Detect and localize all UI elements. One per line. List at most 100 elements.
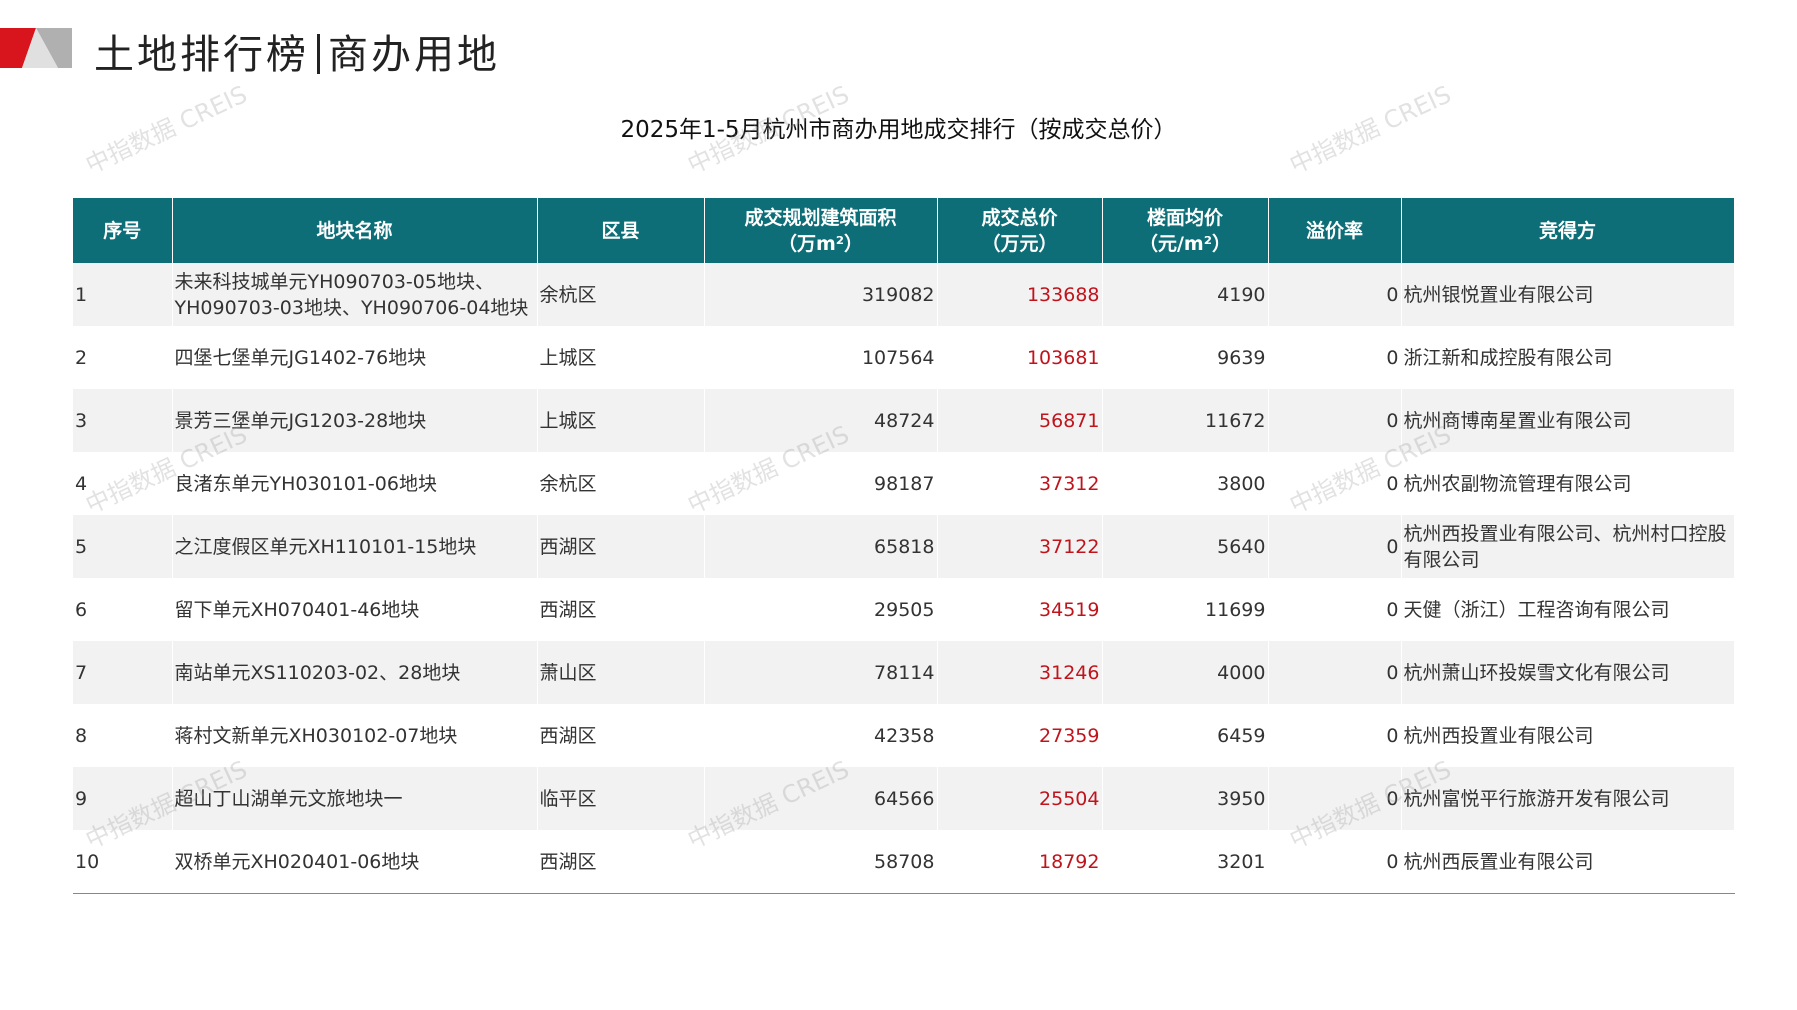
column-header-line: （元/m²） — [1138, 232, 1232, 255]
table-cell: 11699 — [1102, 578, 1269, 641]
table-cell: 31246 — [937, 641, 1103, 704]
table-title: 2025年1-5月杭州市商办用地成交排行（按成交总价） — [620, 117, 1177, 143]
table-cell: 3950 — [1102, 767, 1269, 830]
table-cell: 0 — [1268, 389, 1402, 452]
table-cell: 2 — [73, 326, 173, 389]
column-header-line: 序号 — [103, 219, 142, 242]
column-header-line: 楼面均价 — [1146, 206, 1223, 229]
table-cell: 余杭区 — [537, 263, 705, 326]
table-cell: 萧山区 — [537, 641, 705, 704]
table-cell: 29505 — [704, 578, 938, 641]
table-cell: 4 — [73, 452, 173, 515]
table-cell: 双桥单元XH020401-06地块 — [172, 830, 538, 894]
table-cell: 58708 — [704, 830, 938, 894]
table-cell: 3201 — [1102, 830, 1269, 894]
table-cell: 上城区 — [537, 326, 705, 389]
table-cell: 6 — [73, 578, 173, 641]
table-cell: 四堡七堡单元JG1402-76地块 — [172, 326, 538, 389]
table-cell: 杭州银悦置业有限公司 — [1401, 263, 1735, 326]
column-header: 溢价率 — [1268, 198, 1402, 263]
table-cell: 西湖区 — [537, 515, 705, 578]
table-cell: 6459 — [1102, 704, 1269, 767]
table-cell: 37122 — [937, 515, 1103, 578]
table-cell: 西湖区 — [537, 704, 705, 767]
table-cell: 上城区 — [537, 389, 705, 452]
table-cell: 34519 — [937, 578, 1103, 641]
header-icon — [0, 28, 72, 68]
table-cell: 0 — [1268, 641, 1402, 704]
table-cell: 0 — [1268, 326, 1402, 389]
table-cell: 78114 — [704, 641, 938, 704]
table-cell: 西湖区 — [537, 578, 705, 641]
table-cell: 37312 — [937, 452, 1103, 515]
column-header: 成交规划建筑面积 （万m²） — [704, 198, 938, 263]
table-cell: 临平区 — [537, 767, 705, 830]
table-cell: 25504 — [937, 767, 1103, 830]
table-cell: 杭州西投置业有限公司、杭州村口控股有限公司 — [1401, 515, 1735, 578]
table-row: 10 双桥单元XH020401-06地块 西湖区 58708 18792 3201 0 杭州西… — [73, 830, 1735, 894]
table-cell: 杭州农副物流管理有限公司 — [1401, 452, 1735, 515]
table-cell: 杭州富悦平行旅游开发有限公司 — [1401, 767, 1735, 830]
table-cell: 杭州西投置业有限公司 — [1401, 704, 1735, 767]
header-text: 土地排行榜 商办用地 — [94, 22, 500, 80]
table-cell: 0 — [1268, 704, 1402, 767]
table-cell: 8 — [73, 704, 173, 767]
column-header-line: （万m²） — [777, 232, 864, 255]
table-row: 4 良渚东单元YH030101-06地块 余杭区 98187 37312 3800 0 杭州农… — [73, 452, 1735, 515]
table-cell: 11672 — [1102, 389, 1269, 452]
table-row: 2 四堡七堡单元JG1402-76地块 上城区 107564 103681 9639 0 浙江… — [73, 326, 1735, 389]
table-cell: 0 — [1268, 578, 1402, 641]
table-cell: 5640 — [1102, 515, 1269, 578]
table-cell: 留下单元XH070401-46地块 — [172, 578, 538, 641]
table-row: 5 之江度假区单元XH110101-15地块 西湖区 65818 37122 5640 0 杭… — [73, 515, 1735, 578]
table-cell: 浙江新和成控股有限公司 — [1401, 326, 1735, 389]
header-row: 序号 地块名称 区县 成交规划建筑面积 （万m²） 成交总价 （万元） 楼面均价 （元/m²） 溢… — [73, 198, 1735, 263]
table-cell: 9639 — [1102, 326, 1269, 389]
column-header-line: 区县 — [601, 219, 640, 242]
table-cell: 0 — [1268, 767, 1402, 830]
table-cell: 133688 — [937, 263, 1103, 326]
column-header: 楼面均价 （元/m²） — [1102, 198, 1269, 263]
table-cell: 18792 — [937, 830, 1103, 894]
table-cell: 48724 — [704, 389, 938, 452]
table-cell: 42358 — [704, 704, 938, 767]
column-header-line: 成交规划建筑面积 — [744, 206, 897, 229]
column-header: 区县 — [537, 198, 705, 263]
table-cell: 杭州商博南星置业有限公司 — [1401, 389, 1735, 452]
column-header-line: 成交总价 — [981, 206, 1058, 229]
table-cell: 27359 — [937, 704, 1103, 767]
divider — [317, 34, 320, 74]
table-row: 8 蒋村文新单元XH030102-07地块 西湖区 42358 27359 6459 0 杭州… — [73, 704, 1735, 767]
table-cell: 64566 — [704, 767, 938, 830]
table-cell: 98187 — [704, 452, 938, 515]
column-header: 地块名称 — [172, 198, 538, 263]
table-cell: 107564 — [704, 326, 938, 389]
table-cell: 景芳三堡单元JG1203-28地块 — [172, 389, 538, 452]
table-cell: 余杭区 — [537, 452, 705, 515]
ranking-table: 序号 地块名称 区县 成交规划建筑面积 （万m²） 成交总价 （万元） 楼面均价 （元/m²） 溢… — [73, 198, 1735, 894]
table-cell: 10 — [73, 830, 173, 894]
table-cell: 蒋村文新单元XH030102-07地块 — [172, 704, 538, 767]
table-row: 1 未来科技城单元YH090703-05地块、YH090703-03地块、YH09… — [73, 263, 1735, 326]
table-cell: 3 — [73, 389, 173, 452]
table-cell: 1 — [73, 263, 173, 326]
table-row: 9 超山丁山湖单元文旅地块一 临平区 64566 25504 3950 0 杭州富悦平行旅游开… — [73, 767, 1735, 830]
table-cell: 之江度假区单元XH110101-15地块 — [172, 515, 538, 578]
table-cell: 3800 — [1102, 452, 1269, 515]
table-cell: 0 — [1268, 452, 1402, 515]
table-cell: 4190 — [1102, 263, 1269, 326]
column-header-line: 竞得方 — [1538, 219, 1596, 242]
table-cell: 56871 — [937, 389, 1103, 452]
table-cell: 319082 — [704, 263, 938, 326]
header-title: 土地排行榜 — [94, 32, 309, 78]
table-cell: 超山丁山湖单元文旅地块一 — [172, 767, 538, 830]
table-cell: 杭州萧山环投娱雪文化有限公司 — [1401, 641, 1735, 704]
table-cell: 0 — [1268, 515, 1402, 578]
table-cell: 未来科技城单元YH090703-05地块、YH090703-03地块、YH090… — [172, 263, 538, 326]
table-cell: 5 — [73, 515, 173, 578]
table-cell: 天健（浙江）工程咨询有限公司 — [1401, 578, 1735, 641]
column-header-line: 溢价率 — [1305, 219, 1363, 242]
table-cell: 南站单元XS110203-02、28地块 — [172, 641, 538, 704]
table-row: 6 留下单元XH070401-46地块 西湖区 29505 34519 11699 0 天健（… — [73, 578, 1735, 641]
